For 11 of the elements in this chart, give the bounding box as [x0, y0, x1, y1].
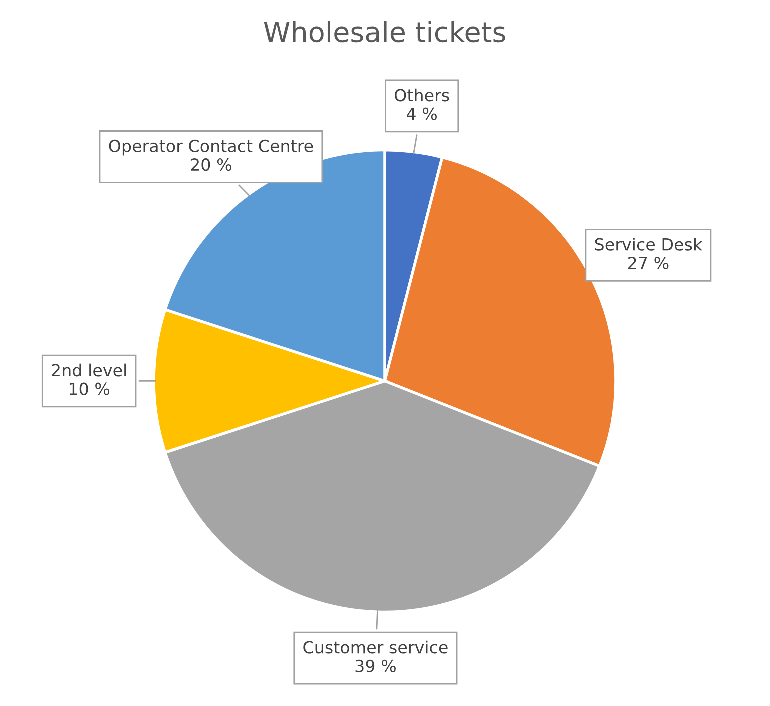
data-label: 10 %: [70, 382, 110, 396]
slice-label: Service Desk: [595, 238, 703, 251]
data-label: 27 %: [628, 256, 669, 270]
chart-title: Wholesale tickets: [264, 21, 506, 43]
slice-label: 2nd level: [52, 364, 126, 377]
data-label: 20 %: [191, 158, 232, 172]
slice-label: Others: [394, 88, 450, 102]
data-label: 39 %: [356, 660, 396, 672]
slice-label: Operator Contact Centre: [109, 140, 314, 156]
slice-label: Customer service: [304, 640, 448, 654]
data-label: 4 %: [407, 108, 438, 120]
